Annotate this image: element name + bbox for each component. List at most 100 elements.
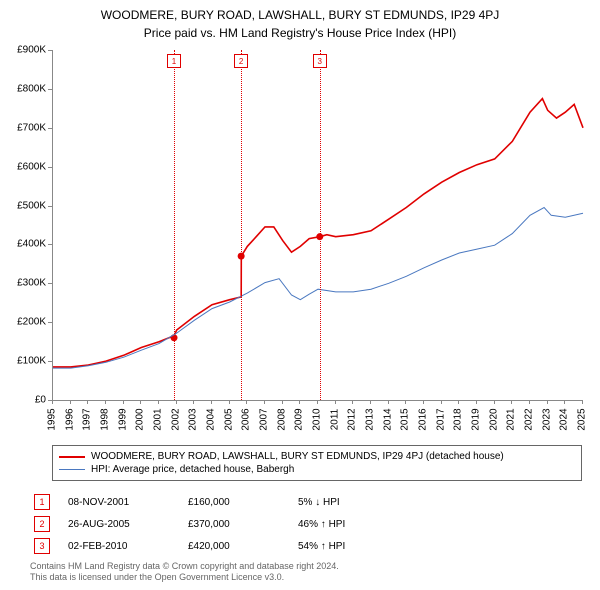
x-tick xyxy=(229,400,230,404)
sale-marker-box: 2 xyxy=(234,54,248,68)
event-price: £370,000 xyxy=(188,519,298,530)
footer-line-1: Contains HM Land Registry data © Crown c… xyxy=(30,561,339,573)
event-date: 08-NOV-2001 xyxy=(68,497,188,508)
sale-marker-box: 3 xyxy=(313,54,327,68)
y-tick xyxy=(48,89,52,90)
sale-marker-box: 1 xyxy=(167,54,181,68)
x-axis-label: 2001 xyxy=(153,405,164,435)
y-axis-label: £400K xyxy=(17,239,46,250)
event-price: £160,000 xyxy=(188,497,298,508)
x-tick xyxy=(352,400,353,404)
x-axis-label: 2010 xyxy=(312,405,323,435)
x-tick xyxy=(299,400,300,404)
x-tick xyxy=(264,400,265,404)
event-row: 3 02-FEB-2010£420,00054% ↑ HPI xyxy=(30,538,590,554)
y-tick xyxy=(48,167,52,168)
y-axis-label: £200K xyxy=(17,317,46,328)
x-tick xyxy=(176,400,177,404)
x-axis-label: 1996 xyxy=(64,405,75,435)
x-axis-label: 2002 xyxy=(170,405,181,435)
x-axis-label: 2007 xyxy=(259,405,270,435)
x-axis-label: 2011 xyxy=(329,405,340,435)
x-axis-label: 2005 xyxy=(223,405,234,435)
y-axis-label: £300K xyxy=(17,278,46,289)
x-axis-label: 2020 xyxy=(488,405,499,435)
x-tick xyxy=(511,400,512,404)
page: WOODMERE, BURY ROAD, LAWSHALL, BURY ST E… xyxy=(0,0,600,590)
event-date: 02-FEB-2010 xyxy=(68,541,188,552)
y-axis-label: £100K xyxy=(17,356,46,367)
x-axis-label: 2009 xyxy=(294,405,305,435)
x-tick xyxy=(370,400,371,404)
x-axis-label: 2021 xyxy=(506,405,517,435)
legend-label: WOODMERE, BURY ROAD, LAWSHALL, BURY ST E… xyxy=(91,451,504,462)
legend-label: HPI: Average price, detached house, Babe… xyxy=(91,464,294,475)
x-tick xyxy=(158,400,159,404)
y-tick xyxy=(48,361,52,362)
x-tick xyxy=(441,400,442,404)
x-axis-label: 2000 xyxy=(135,405,146,435)
sale-marker-line xyxy=(241,50,242,400)
y-axis-label: £500K xyxy=(17,200,46,211)
title-line-2: Price paid vs. HM Land Registry's House … xyxy=(0,22,600,40)
event-number-box: 3 xyxy=(34,538,50,554)
legend-swatch xyxy=(59,456,85,458)
y-tick xyxy=(48,50,52,51)
x-axis-label: 2019 xyxy=(471,405,482,435)
x-tick xyxy=(246,400,247,404)
x-tick xyxy=(582,400,583,404)
footer-line-2: This data is licensed under the Open Gov… xyxy=(30,572,339,584)
event-number-box: 2 xyxy=(34,516,50,532)
footer: Contains HM Land Registry data © Crown c… xyxy=(30,561,339,584)
x-tick xyxy=(52,400,53,404)
event-number-box: 1 xyxy=(34,494,50,510)
x-axis-label: 2003 xyxy=(188,405,199,435)
legend-item: WOODMERE, BURY ROAD, LAWSHALL, BURY ST E… xyxy=(59,450,575,463)
series-hpi xyxy=(53,208,583,369)
x-axis-label: 2023 xyxy=(541,405,552,435)
sale-marker-line xyxy=(320,50,321,400)
event-pct: 46% ↑ HPI xyxy=(298,519,418,530)
x-tick xyxy=(317,400,318,404)
legend-swatch xyxy=(59,469,85,470)
x-tick xyxy=(458,400,459,404)
y-axis-label: £600K xyxy=(17,161,46,172)
y-axis-label: £700K xyxy=(17,122,46,133)
x-tick xyxy=(70,400,71,404)
plot-svg xyxy=(53,50,583,400)
x-axis-label: 2008 xyxy=(276,405,287,435)
x-tick xyxy=(211,400,212,404)
x-axis-label: 2022 xyxy=(524,405,535,435)
x-tick xyxy=(335,400,336,404)
event-date: 26-AUG-2005 xyxy=(68,519,188,530)
x-tick xyxy=(476,400,477,404)
y-tick xyxy=(48,244,52,245)
x-axis-label: 1999 xyxy=(117,405,128,435)
x-tick xyxy=(282,400,283,404)
event-row: 1 08-NOV-2001£160,0005% ↓ HPI xyxy=(30,494,590,510)
x-axis-label: 2018 xyxy=(453,405,464,435)
x-tick xyxy=(494,400,495,404)
event-price: £420,000 xyxy=(188,541,298,552)
chart: 123 £0£100K£200K£300K£400K£500K£600K£700… xyxy=(52,50,582,400)
x-axis-label: 2013 xyxy=(365,405,376,435)
y-axis-label: £900K xyxy=(17,45,46,56)
x-axis-label: 2006 xyxy=(241,405,252,435)
plot-area: 1 2 3 xyxy=(52,50,583,401)
x-axis-label: 2024 xyxy=(559,405,570,435)
series-property xyxy=(53,99,583,367)
y-tick xyxy=(48,283,52,284)
x-axis-label: 2014 xyxy=(382,405,393,435)
event-pct: 54% ↑ HPI xyxy=(298,541,418,552)
y-tick xyxy=(48,128,52,129)
x-axis-label: 1995 xyxy=(47,405,58,435)
x-axis-label: 2004 xyxy=(206,405,217,435)
event-pct: 5% ↓ HPI xyxy=(298,497,418,508)
x-axis-label: 2012 xyxy=(347,405,358,435)
sale-marker-line xyxy=(174,50,175,400)
x-tick xyxy=(564,400,565,404)
x-tick xyxy=(388,400,389,404)
x-tick xyxy=(123,400,124,404)
x-axis-label: 2017 xyxy=(435,405,446,435)
x-tick xyxy=(405,400,406,404)
